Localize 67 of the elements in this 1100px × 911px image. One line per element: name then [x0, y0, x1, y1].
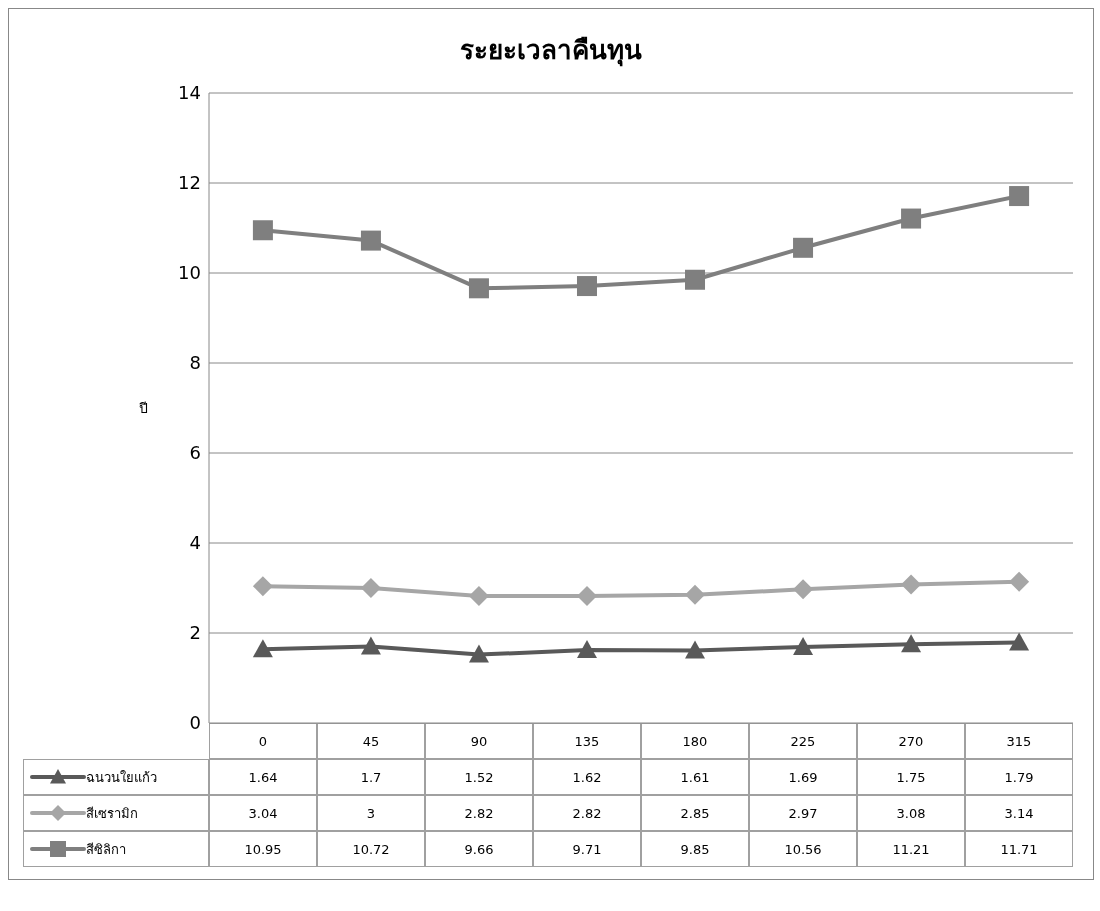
point: [793, 237, 814, 258]
legend-label: สีซิลิกา: [86, 840, 126, 859]
point: [1009, 632, 1030, 651]
x-tick-label: 45: [317, 723, 425, 759]
y-tick-label: 12: [178, 172, 201, 194]
point: [252, 576, 273, 597]
y-tick-label: 6: [189, 442, 201, 464]
data-label: 2.97: [749, 795, 857, 831]
point: [793, 579, 814, 600]
data-label: 2.85: [641, 795, 749, 831]
x-tick-label: 135: [533, 723, 641, 759]
data-label: 2.82: [425, 795, 533, 831]
point: [252, 220, 273, 241]
data-label: 9.85: [641, 831, 749, 867]
data-label: 9.66: [425, 831, 533, 867]
data-label: 1.62: [533, 759, 641, 795]
point: [793, 636, 814, 655]
point: [685, 269, 706, 290]
data-label: 11.71: [965, 831, 1073, 867]
data-label: 3.04: [209, 795, 317, 831]
data-label: 1.52: [425, 759, 533, 795]
data-label: 11.21: [857, 831, 965, 867]
point: [1009, 571, 1030, 592]
x-tick-label: 315: [965, 723, 1073, 759]
point: [360, 578, 381, 598]
point: [901, 634, 922, 653]
y-tick-label: 4: [189, 532, 201, 554]
y-tick-label: 8: [189, 352, 201, 374]
data-label: 1.69: [749, 759, 857, 795]
y-tick-label: 14: [178, 82, 201, 104]
x-tick-label: 180: [641, 723, 749, 759]
x-tick-label: 90: [425, 723, 533, 759]
point: [360, 636, 381, 655]
x-tick-label: 225: [749, 723, 857, 759]
point: [360, 230, 381, 251]
point: [1009, 186, 1030, 207]
point: [468, 586, 489, 607]
legend-label: ฉนวนใยแก้ว: [86, 768, 157, 787]
data-label: 3.08: [857, 795, 965, 831]
point: [252, 639, 273, 658]
data-label: 3: [317, 795, 425, 831]
legend-label: สีเซรามิก: [86, 804, 138, 823]
data-label: 10.56: [749, 831, 857, 867]
data-label: 2.82: [533, 795, 641, 831]
point: [576, 586, 597, 607]
data-label: 1.61: [641, 759, 749, 795]
y-tick-label: 10: [178, 262, 201, 284]
data-label: 1.7: [317, 759, 425, 795]
data-label: 1.75: [857, 759, 965, 795]
point: [576, 276, 597, 297]
data-label: 1.79: [965, 759, 1073, 795]
point: [901, 574, 922, 595]
y-axis-title: ปี: [139, 399, 148, 416]
point: [468, 278, 489, 299]
point: [685, 584, 706, 605]
data-label: 1.64: [209, 759, 317, 795]
data-label: 10.72: [317, 831, 425, 867]
x-tick-label: 270: [857, 723, 965, 759]
data-label: 9.71: [533, 831, 641, 867]
data-label: 3.14: [965, 795, 1073, 831]
chart-title: ระยะเวลาคืนทุน: [459, 34, 643, 69]
y-tick-label: 2: [189, 622, 201, 644]
data-label: 10.95: [209, 831, 317, 867]
point: [901, 208, 922, 229]
point: [468, 644, 489, 663]
point: [685, 640, 706, 659]
point: [576, 640, 597, 659]
